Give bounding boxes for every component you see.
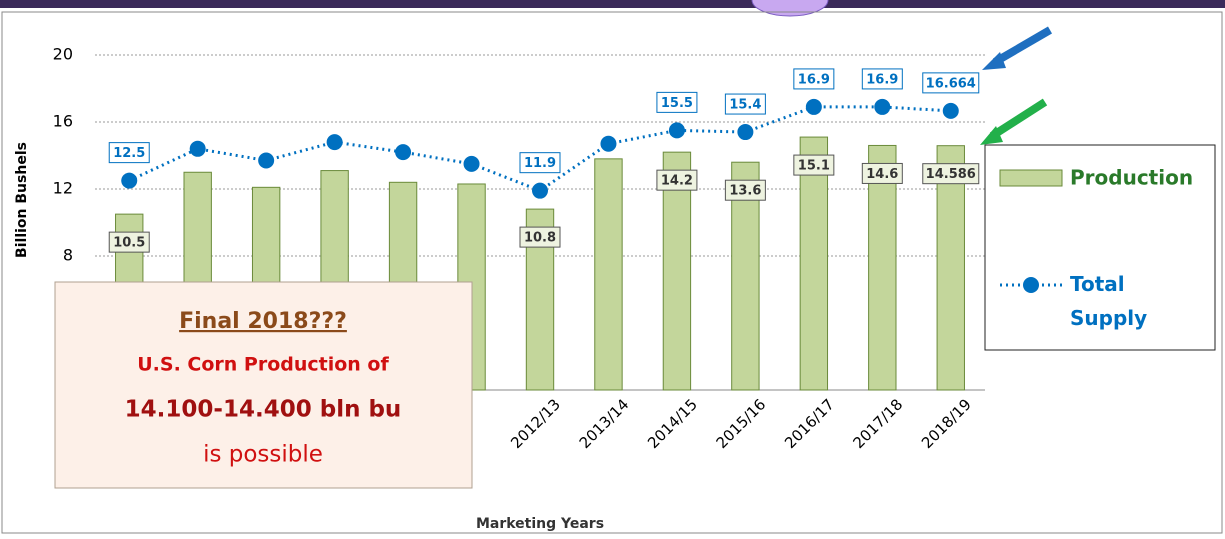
annotation-text: is possible: [203, 442, 323, 468]
x-axis-label: Marketing Years: [476, 516, 604, 532]
data-label: 14.2: [661, 174, 693, 189]
annotation-text: U.S. Corn Production of: [137, 354, 389, 376]
data-label-box: [519, 152, 561, 174]
legend-marker: [1023, 277, 1039, 293]
data-label: 10.8: [524, 231, 556, 246]
bar: [868, 144, 897, 391]
point: [326, 134, 343, 151]
data-label: 10.5: [113, 236, 145, 251]
bar: [936, 145, 965, 391]
arrow-head: [980, 126, 1003, 145]
data-label-box: [861, 162, 903, 184]
legend-label: Production: [1070, 166, 1193, 190]
data-label: 13.6: [729, 184, 761, 199]
point: [600, 135, 617, 152]
data-label-box: [656, 91, 698, 113]
point: [874, 98, 891, 115]
point: [532, 182, 548, 199]
x-tick-label: 2018/19: [918, 395, 975, 452]
arrow-head: [982, 52, 1006, 70]
x-tick-label: 2013/14: [576, 395, 633, 452]
data-label-box: [108, 231, 150, 253]
point: [121, 172, 138, 189]
legend-label-line: Supply: [1070, 306, 1147, 330]
y-tick-label: 12: [53, 179, 73, 198]
top-bar: [0, 0, 1225, 8]
y-tick-label: 8: [63, 246, 73, 265]
data-label-box: [793, 68, 835, 90]
x-tick-label: 2016/17: [781, 395, 838, 452]
y-tick-label: 16: [53, 112, 73, 131]
annotation-title: Final 2018???: [179, 309, 347, 334]
data-label-box: [922, 72, 980, 94]
data-label-box: [861, 68, 903, 90]
point: [189, 140, 206, 157]
data-label-box: [724, 179, 766, 201]
legend-label-line: Total: [1070, 272, 1125, 296]
x-tick-label: 2012/13: [507, 395, 564, 452]
legend-swatch: [999, 169, 1063, 187]
data-label-box: [656, 169, 698, 191]
point: [805, 98, 822, 115]
data-label: 16.664: [926, 76, 976, 91]
data-label-box: [724, 93, 766, 115]
arrow: [989, 98, 1048, 140]
bar: [594, 158, 623, 391]
data-label: 16.9: [798, 72, 830, 87]
bar: [662, 151, 692, 391]
data-label-box: [793, 154, 835, 176]
data-label: 16.9: [866, 72, 898, 87]
decor-circle: [751, 0, 829, 17]
data-label: 14.586: [926, 167, 976, 182]
frame: [1, 11, 1223, 534]
data-label: 15.4: [729, 98, 761, 113]
annotation-text: 14.100-14.400 bln bu: [125, 397, 402, 423]
bar: [799, 136, 829, 391]
data-label-box: [108, 142, 150, 164]
data-label: 11.9: [524, 156, 556, 171]
arrows: [980, 26, 1053, 145]
point: [395, 144, 412, 161]
data-label: 15.1: [798, 159, 830, 174]
y-tick-label: 20: [53, 45, 73, 64]
x-tick-label: 2017/18: [850, 395, 907, 452]
data-label: 15.5: [661, 96, 693, 111]
point: [668, 122, 685, 139]
point: [258, 152, 275, 169]
point: [737, 124, 754, 141]
x-tick-label: 2015/16: [713, 395, 770, 452]
arrow: [992, 26, 1053, 66]
data-label: 12.5: [113, 146, 145, 161]
data-label-box: [922, 163, 980, 185]
annotation-box: [54, 281, 473, 489]
x-tick-label: 2014/15: [644, 395, 701, 452]
data-label-box: [519, 226, 561, 248]
point: [463, 155, 480, 172]
y-axis-label: Billion Bushels: [14, 142, 30, 258]
data-label: 14.6: [866, 167, 898, 182]
point: [942, 102, 959, 119]
legend-label: Total Supply: [1070, 272, 1147, 330]
